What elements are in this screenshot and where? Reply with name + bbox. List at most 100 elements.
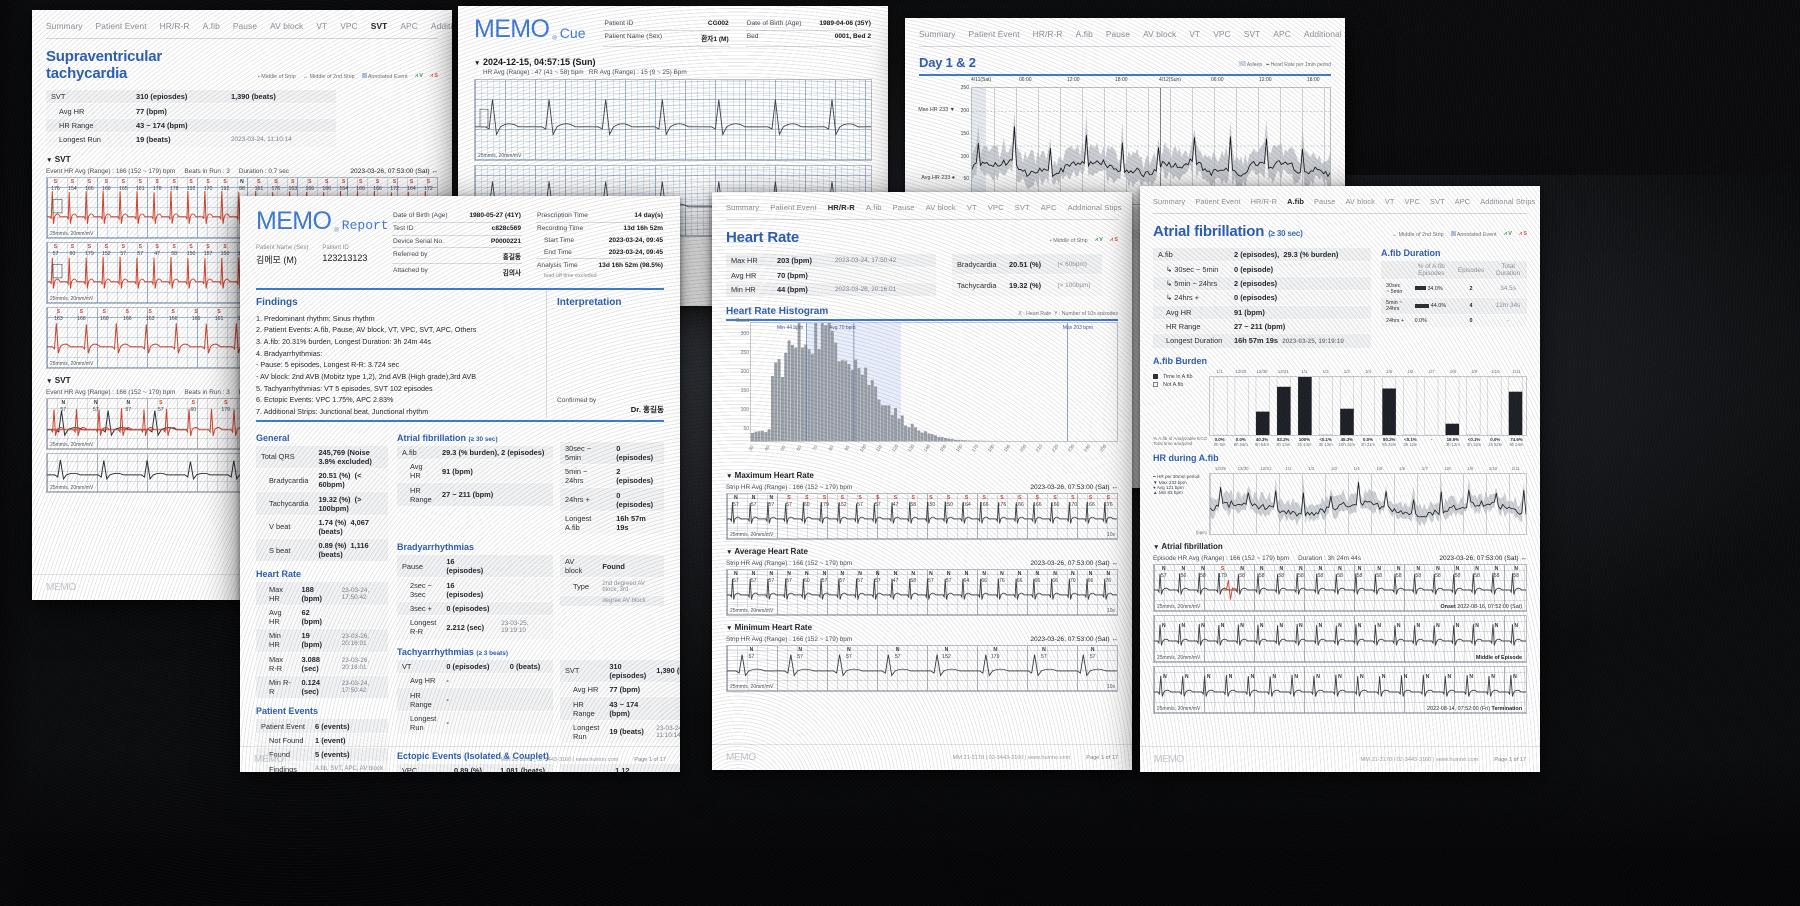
tab-svt[interactable]: SVT	[1014, 203, 1030, 212]
tab-patient-event[interactable]: Patient Event	[770, 203, 817, 212]
tab-av-block[interactable]: AV block	[270, 21, 304, 31]
nav-tabs-afib[interactable]: Summary Patient Event HR/R-R A.fib Pause…	[1153, 186, 1535, 214]
ecg-strip-avg-hr[interactable]: N 57 N 57 N 57 N 57 N 60 N 57 N 57 N 57 N 57 N 47 N 58 N 57 N 57 N…	[726, 568, 1118, 616]
ecg-strip-min-hr[interactable]: N 57 N 57 N 57 N 57 N 152 N 179 N 57 N 57 25mm/s, 20mm/…	[726, 644, 1118, 692]
tab-vt[interactable]: VT	[1384, 197, 1395, 206]
beat-annotation: N	[1514, 623, 1518, 630]
tab-vpc[interactable]: VPC	[340, 21, 358, 31]
trend-plot[interactable]	[971, 87, 1331, 205]
tab-apc[interactable]: APC	[1454, 197, 1471, 206]
nav-tabs-hr[interactable]: Summary Patient Event HR/R-R A.fib Pause…	[726, 192, 1122, 220]
tab-svt[interactable]: SVT	[1430, 197, 1445, 206]
cue-event-time[interactable]: ▼ 2024-12-15, 04:57:15 (Sun)	[474, 56, 596, 67]
tab-vt[interactable]: VT	[1189, 29, 1201, 39]
tab-summary[interactable]: Summary	[1153, 197, 1186, 206]
ecg-strip-cue-1[interactable]: 25mm/s, 20mm/mV	[474, 78, 872, 161]
tab-pause[interactable]: Pause	[232, 21, 258, 31]
tab-afib[interactable]: A.fib	[1075, 29, 1093, 39]
nav-tabs-trend[interactable]: Summary Patient Event HR/R-R A.fib Pause…	[919, 18, 1345, 47]
beat-annotation: N	[1455, 623, 1460, 630]
tab-hr-rr[interactable]: HR/R-R	[159, 21, 190, 31]
tab-svt[interactable]: SVT	[370, 21, 388, 31]
hr-strip-avg[interactable]: ▼ Average Heart Rate Strip HR Avg (Range…	[726, 546, 1118, 616]
burden-time-value: 2h 31m	[1361, 441, 1375, 447]
tab-vpc[interactable]: VPC	[1404, 197, 1421, 206]
burden-pct-value: 19.5%	[1446, 436, 1460, 442]
axis-tick: 1/8	[1449, 368, 1456, 374]
chevron-down-icon[interactable]: ▼	[726, 548, 733, 556]
hr-strip-min[interactable]: ▼ Minimum Heart Rate Strip HR Avg (Range…	[726, 622, 1118, 692]
tab-afib[interactable]: A.fib	[202, 21, 220, 31]
svt-section-header[interactable]: ▼ SVT	[46, 154, 71, 164]
chevron-down-icon[interactable]: ▼	[46, 156, 53, 164]
tab-vpc[interactable]: VPC	[987, 203, 1004, 212]
afib-burden-chart[interactable]	[1209, 375, 1527, 436]
tab-pause[interactable]: Pause	[892, 203, 915, 212]
interpretation-box[interactable]: Interpretation Confirmed by Dr. 홍길동	[546, 289, 664, 418]
tab-additional-stips[interactable]: Additional Stips	[1067, 203, 1122, 212]
ecg-strip-max-hr[interactable]: N 57 N 57 N 57 S 57 S 60 S 179 S 152 S 57 S 57 S 47 S 58 S 150 S…	[726, 492, 1118, 540]
tab-hr-rr[interactable]: HR/R-R	[1032, 29, 1063, 39]
beat-annotation: N 57	[732, 495, 739, 509]
tab-vt[interactable]: VT	[966, 203, 977, 212]
beat-annotation: N 58	[1278, 566, 1285, 580]
panel-heart-rate[interactable]: Summary Patient Event HR/R-R A.fib Pause…	[712, 192, 1132, 770]
chevron-down-icon[interactable]: ▼	[1153, 543, 1160, 551]
svt-section-header-2[interactable]: ▼ SVT	[46, 375, 71, 385]
tab-additional-strips[interactable]: Additional Strips	[430, 21, 452, 31]
tab-hr-rr[interactable]: HR/R-R	[827, 203, 855, 212]
histogram-max-label: Max 203 bpm	[1062, 324, 1093, 331]
burden-pct-value: 100%	[1298, 436, 1311, 442]
tab-apc[interactable]: APC	[1273, 29, 1291, 39]
tab-apc[interactable]: APC	[1040, 203, 1057, 212]
chevron-down-icon[interactable]: ▼	[46, 377, 53, 385]
tab-vt[interactable]: VT	[316, 21, 328, 31]
tab-summary[interactable]: Summary	[726, 203, 760, 212]
panel-atrial-fibrillation[interactable]: Summary Patient Event HR/R-R A.fib Pause…	[1140, 186, 1540, 772]
chevron-down-icon[interactable]: ▼	[726, 624, 733, 632]
table-row: 30sec ~ 5min 34.0% 2 34.5s	[1381, 279, 1527, 298]
beat-annotation-row: N 57 N 57 N 57 S 57 S 60 S 179 S 152 S 57 S 57 S 47 S 58 S 150 S…	[727, 494, 1117, 509]
chevron-down-icon[interactable]: ▼	[726, 472, 733, 480]
page-footer: MEMO MM 21-3178 | 02-3443-3160 | www.hui…	[712, 744, 1132, 770]
nav-tabs-svt[interactable]: Summary Patient Event HR/R-R A.fib Pause…	[46, 10, 452, 39]
legend-not-afib[interactable]: Not A.fib	[1153, 382, 1205, 388]
tab-patient-event[interactable]: Patient Event	[968, 29, 1020, 39]
histogram-plot[interactable]: Min 44 bpm Avg 70 bpm Max 203 bpm	[750, 321, 1118, 442]
tab-svt[interactable]: SVT	[1243, 29, 1261, 39]
tab-apc[interactable]: APC	[400, 21, 418, 31]
chevron-down-icon[interactable]: ▼	[474, 59, 481, 67]
hr-during-afib-chart[interactable]: (bpm)	[1196, 472, 1527, 535]
tab-hr-rr[interactable]: HR/R-R	[1250, 197, 1278, 206]
legend-annotated-event: Annotated Event	[361, 73, 408, 80]
tab-summary[interactable]: Summary	[46, 21, 83, 31]
hr-strip-max[interactable]: ▼ Maximum Heart Rate Strip HR Avg (Range…	[726, 470, 1118, 540]
legend-time-in-afib[interactable]: Time in A.fib	[1153, 374, 1205, 380]
table-row: HR Range 27 ~ 211 (bpm)	[397, 482, 553, 507]
tab-av-block[interactable]: AV block	[1143, 29, 1177, 39]
tab-av-block[interactable]: AV block	[925, 203, 956, 212]
tab-afib[interactable]: A.fib	[865, 203, 882, 212]
table-row: S beat 0.89 (%) 1,116 (beats)	[256, 538, 388, 563]
histogram-bars	[751, 322, 1068, 441]
panel-memo-report[interactable]: MEMO ® Report Patient Name (Sex) 김메모 (M)…	[240, 196, 680, 772]
tab-vpc[interactable]: VPC	[1213, 29, 1231, 39]
tab-patient-event[interactable]: Patient Event	[95, 21, 147, 31]
tab-afib[interactable]: A.fib	[1287, 197, 1304, 206]
tab-pause[interactable]: Pause	[1313, 197, 1336, 206]
tab-additional-strips[interactable]: Additional Strips	[1303, 29, 1345, 39]
finding-item: 3. A.fib: 20.31% burden, Longest Duratio…	[256, 337, 432, 346]
tab-av-block[interactable]: AV block	[1345, 197, 1375, 206]
table-row: Longest Run -	[397, 711, 553, 736]
afib-strip-section[interactable]: ▼ Atrial fibrillation	[1153, 541, 1223, 551]
tab-summary[interactable]: Summary	[919, 29, 956, 39]
tab-patient-event[interactable]: Patient Event	[1195, 197, 1241, 206]
tab-additional-strips[interactable]: Additional Strips	[1480, 197, 1536, 206]
ecg-strip-afib-onset[interactable]: N 57 N 56 N 58 S 179 N 58 N 58 N 58 N 58 N 58 N 58 N 58 N 58 N 58…	[1153, 563, 1527, 612]
tab-pause[interactable]: Pause	[1105, 29, 1131, 39]
